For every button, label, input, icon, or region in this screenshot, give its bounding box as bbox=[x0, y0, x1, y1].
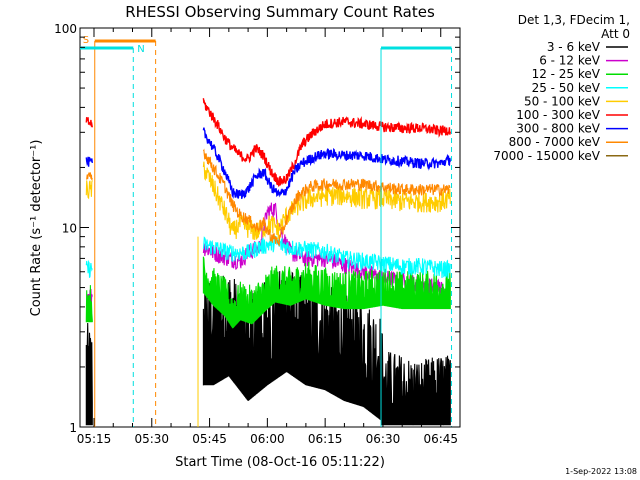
x-tick-label: 05:15 bbox=[77, 432, 112, 446]
x-tick-label: 06:45 bbox=[423, 432, 458, 446]
legend-label: 300 - 800 keV bbox=[516, 122, 600, 136]
series-trace-800-7000kev bbox=[86, 172, 93, 180]
series-trace-50-100kev bbox=[202, 161, 451, 240]
chart-title: RHESSI Observing Summary Count Rates bbox=[125, 3, 435, 21]
x-tick-label: 06:15 bbox=[308, 432, 343, 446]
series-trace-300-800kev bbox=[85, 156, 93, 167]
legend-header-line: Att 0 bbox=[601, 27, 630, 41]
x-tick-label: 06:00 bbox=[250, 432, 285, 446]
footer-timestamp: 1-Sep-2022 13:08 bbox=[565, 467, 637, 476]
flag-label-n: N bbox=[137, 44, 144, 55]
legend-label: 3 - 6 keV bbox=[547, 40, 601, 54]
series-trace-12-25kev bbox=[85, 285, 93, 323]
series-trace-12-25kev bbox=[202, 256, 451, 329]
legend-label: 100 - 300 keV bbox=[516, 108, 600, 122]
y-tick-label: 10 bbox=[62, 222, 77, 236]
attenuator-flag-layer: SN bbox=[80, 35, 453, 427]
legend-label: 800 - 7000 keV bbox=[509, 135, 601, 149]
y-tick-label: 1 bbox=[69, 421, 77, 435]
legend-header-line: Det 1,3, FDecim 1, bbox=[518, 13, 630, 27]
series-trace-3-6kev bbox=[202, 271, 451, 426]
legend-label: 7000 - 15000 keV bbox=[493, 149, 600, 163]
axis-layer: 1 10 100 05:15 05:30 05:45 06:00 06:15 06:30 06:4… bbox=[54, 22, 461, 446]
x-tick-label: 05:45 bbox=[192, 432, 227, 446]
legend-label: 25 - 50 keV bbox=[532, 81, 601, 95]
series-trace-800-7000kev bbox=[202, 148, 451, 247]
series-trace-300-800kev bbox=[202, 127, 451, 199]
legend-label: 6 - 12 keV bbox=[539, 54, 601, 68]
legend-label: 12 - 25 keV bbox=[532, 67, 601, 81]
x-tick-label: 05:30 bbox=[134, 432, 169, 446]
legend-label: 50 - 100 keV bbox=[524, 94, 601, 108]
series-trace-25-50kev bbox=[202, 235, 451, 279]
x-tick-label: 06:30 bbox=[366, 432, 401, 446]
y-tick-label: 100 bbox=[54, 22, 77, 36]
series-trace-100-300kev bbox=[202, 98, 451, 188]
x-axis-label: Start Time (08-Oct-16 05:11:22) bbox=[175, 455, 385, 470]
series-layer bbox=[85, 98, 451, 426]
series-trace-100-300kev bbox=[85, 117, 93, 128]
flag-label-s: S bbox=[83, 35, 89, 46]
series-trace-3-6kev bbox=[85, 322, 93, 426]
series-trace-25-50kev bbox=[85, 259, 93, 278]
series-trace-50-100kev bbox=[85, 180, 93, 200]
y-axis-label: Count Rate (s⁻¹ detector⁻¹) bbox=[29, 140, 44, 317]
